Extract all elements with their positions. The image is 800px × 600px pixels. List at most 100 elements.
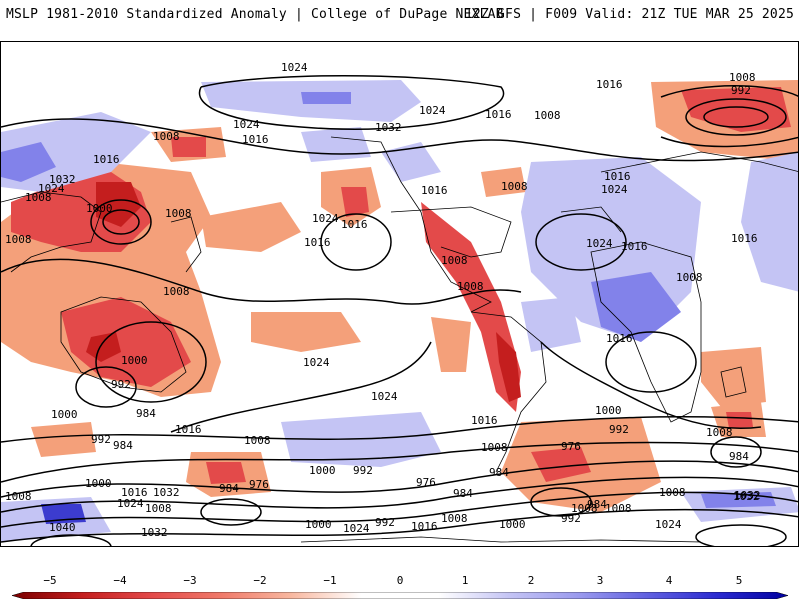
- isobar-label: 1008: [501, 180, 528, 193]
- isobar-label: 1008: [729, 71, 756, 84]
- contour-labels: 1024 1016 1008 992 1024 1008 1024 1016 1…: [5, 61, 761, 539]
- isobar-label: 1024: [312, 212, 339, 225]
- isobar-label: 976: [249, 478, 269, 491]
- colorbar-tick-label: 2: [527, 574, 535, 587]
- coastline: [300, 536, 702, 543]
- isobar-label: 1008: [5, 490, 32, 503]
- isobar-label: 1008: [441, 512, 468, 525]
- isobar-label: 1016: [621, 240, 648, 253]
- coastline: [390, 206, 512, 258]
- anomaly-area: [431, 317, 471, 372]
- isobar: [703, 106, 769, 128]
- isobar-label: 984: [489, 466, 509, 479]
- isobar-label: 1032: [141, 526, 168, 539]
- isobar-label: 984: [587, 498, 607, 511]
- isobar: [695, 524, 787, 546]
- isobar-label: 984: [453, 487, 473, 500]
- isobar-label: 1008: [571, 502, 598, 515]
- isobar: [1, 441, 798, 483]
- anomaly-area: [301, 127, 371, 162]
- map-panel: 1024 1016 1008 992 1024 1008 1024 1016 1…: [0, 41, 799, 547]
- isobar: [75, 366, 137, 408]
- isobar-label: 1024: [371, 390, 398, 403]
- isobar-label: 1000: [305, 518, 332, 531]
- isobar-label: 1032: [734, 489, 761, 502]
- isobar-label: 1024: [281, 61, 308, 74]
- isobar: [1, 508, 798, 543]
- isobar-label: 984: [113, 439, 133, 452]
- anomaly-area: [496, 332, 521, 402]
- coastlines: [1, 136, 798, 543]
- isobar: [95, 321, 207, 403]
- isobar-label: 1008: [481, 441, 508, 454]
- anomaly-area: [171, 137, 206, 157]
- anomaly-area: [481, 167, 526, 197]
- isobar-label: 992: [609, 423, 629, 436]
- anomaly-area: [681, 87, 791, 132]
- isobar-label: 1016: [471, 414, 498, 427]
- isobar-label: 1000: [86, 202, 113, 215]
- isobar-label: 1016: [341, 218, 368, 231]
- isobar-label: 1024: [343, 522, 370, 535]
- colorbar-tick-label: −2: [253, 574, 267, 587]
- isobar: [200, 498, 262, 526]
- anomaly-area: [741, 152, 798, 292]
- isobar-label: 1000: [309, 464, 336, 477]
- isobar-label: 992: [561, 512, 581, 525]
- colorbar-tick-label: 3: [596, 574, 604, 587]
- isobar-label: 1008: [605, 502, 632, 515]
- anomaly-area: [521, 297, 581, 352]
- isobar-contours: [1, 75, 798, 546]
- isobar-label: 1032: [49, 173, 76, 186]
- isobar: [685, 98, 787, 136]
- positive-anomaly-shading: [1, 80, 798, 542]
- coastline: [600, 151, 798, 173]
- isobar-label: 1032: [375, 121, 402, 134]
- isobar-label: 1008: [163, 285, 190, 298]
- isobar-label: 1008: [706, 426, 733, 439]
- colorbar-gradient: [12, 592, 788, 599]
- isobar-label: 1024: [233, 118, 260, 131]
- coastline: [1, 191, 102, 273]
- isobar-label: 1016: [606, 332, 633, 345]
- coastline: [330, 136, 492, 313]
- isobar-label: 1008: [534, 109, 561, 122]
- isobar: [1, 460, 798, 498]
- isobar-label: 976: [416, 476, 436, 489]
- isobar-label: 1024: [303, 356, 330, 369]
- isobar-label: 1016: [411, 520, 438, 533]
- isobar-label: 1016: [596, 78, 623, 91]
- model-run-info: 12Z GFS | F009 Valid: 21Z TUE MAR 25 202…: [464, 7, 794, 22]
- anomaly-area: [251, 312, 361, 352]
- isobar-label: 1016: [93, 153, 120, 166]
- isobar: [1, 118, 798, 162]
- isobar: [605, 331, 697, 393]
- isobar: [90, 199, 152, 245]
- isobar-label: 1008: [153, 130, 180, 143]
- isobar-label: 1000: [121, 354, 148, 367]
- isobar-label: 1016: [121, 486, 148, 499]
- isobar-label: 1024: [38, 182, 65, 195]
- isobar: [535, 213, 627, 271]
- anomaly-area: [1, 142, 56, 182]
- isobar-label: 1008: [25, 191, 52, 204]
- isobar: [170, 341, 432, 433]
- header: MSLP 1981-2010 Standardized Anomaly | Co…: [0, 0, 800, 30]
- coastline: [720, 366, 747, 398]
- isobar-label: 992: [353, 464, 373, 477]
- anomaly-area: [31, 422, 96, 457]
- anomaly-area: [96, 182, 141, 227]
- isobar: [540, 341, 762, 430]
- isobar: [1, 258, 522, 305]
- isobar-label: 1024: [117, 497, 144, 510]
- isobar: [660, 85, 798, 148]
- anomaly-area: [86, 332, 121, 362]
- colorbar-tick-label: 1: [461, 574, 469, 587]
- isobar-label: 1000: [85, 477, 112, 490]
- anomaly-area: [201, 202, 301, 252]
- isobar-label: 1008: [5, 233, 32, 246]
- isobar-label: 1016: [242, 133, 269, 146]
- isobar-label: 1000: [51, 408, 78, 421]
- isobar: [320, 213, 392, 271]
- isobar: [198, 75, 505, 130]
